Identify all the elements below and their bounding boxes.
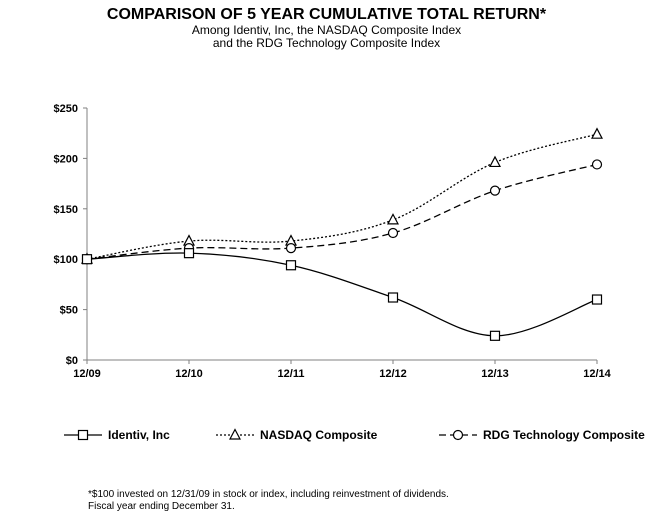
data-point-circle bbox=[387, 227, 399, 239]
data-point-circle bbox=[591, 159, 603, 170]
legend-label: Identiv, Inc bbox=[108, 428, 170, 442]
series-line-rdg-technology-composite bbox=[86, 163, 598, 260]
x-tick-label: 12/10 bbox=[175, 368, 203, 380]
y-tick-label: $250 bbox=[54, 103, 78, 115]
series-lines bbox=[86, 133, 598, 337]
y-tick-label: $150 bbox=[54, 204, 78, 216]
x-tick-label: 12/09 bbox=[73, 368, 101, 380]
footnote-investment: *$100 invested on 12/31/09 in stock or i… bbox=[88, 489, 449, 500]
chart-subtitle-line-2: and the RDG Technology Composite Index bbox=[212, 36, 441, 50]
data-point-square bbox=[285, 260, 297, 271]
legend-label: RDG Technology Composite bbox=[483, 428, 645, 442]
series-markers bbox=[81, 127, 603, 341]
legend-marker-triangle-icon bbox=[229, 428, 241, 440]
legend-marker-square-icon bbox=[77, 429, 89, 441]
legend-label: NASDAQ Composite bbox=[260, 428, 378, 442]
data-point-square bbox=[387, 292, 399, 303]
data-point-square bbox=[183, 248, 195, 259]
x-tick-label: 12/11 bbox=[278, 368, 305, 380]
y-tick-label: $200 bbox=[54, 153, 78, 165]
series-line-nasdaq-composite bbox=[86, 133, 598, 260]
data-point-triangle bbox=[489, 155, 501, 168]
data-point-square bbox=[591, 294, 603, 305]
series-line-identiv-inc bbox=[86, 252, 598, 337]
y-tick-label: $0 bbox=[66, 355, 78, 367]
y-tick-label: $100 bbox=[54, 254, 78, 266]
data-point-circle bbox=[285, 243, 297, 254]
data-point-triangle bbox=[387, 213, 399, 225]
data-point-square bbox=[81, 254, 93, 265]
data-point-square bbox=[489, 330, 501, 341]
y-tick-label: $50 bbox=[60, 305, 78, 317]
legend: Identiv, Inc NASDAQ Composite RDG Technolo… bbox=[64, 428, 645, 442]
legend-marker-circle-icon bbox=[452, 429, 464, 441]
axes: $0 $50 $100 $150 $200 $250 12/09 12/10 12/11 12/1… bbox=[54, 103, 612, 380]
chart-title: COMPARISON OF 5 YEAR CUMULATIVE TOTAL RE… bbox=[106, 6, 547, 23]
x-tick-label: 12/14 bbox=[583, 368, 611, 380]
x-tick-label: 12/12 bbox=[379, 368, 407, 380]
data-point-triangle bbox=[591, 127, 603, 139]
x-tick-label: 12/13 bbox=[481, 368, 509, 380]
data-point-circle bbox=[489, 185, 501, 196]
footnote-fiscal-year: Fiscal year ending December 31. bbox=[88, 501, 235, 512]
chart-subtitle-line-1: Among Identiv, Inc, the NASDAQ Composite… bbox=[191, 23, 462, 37]
